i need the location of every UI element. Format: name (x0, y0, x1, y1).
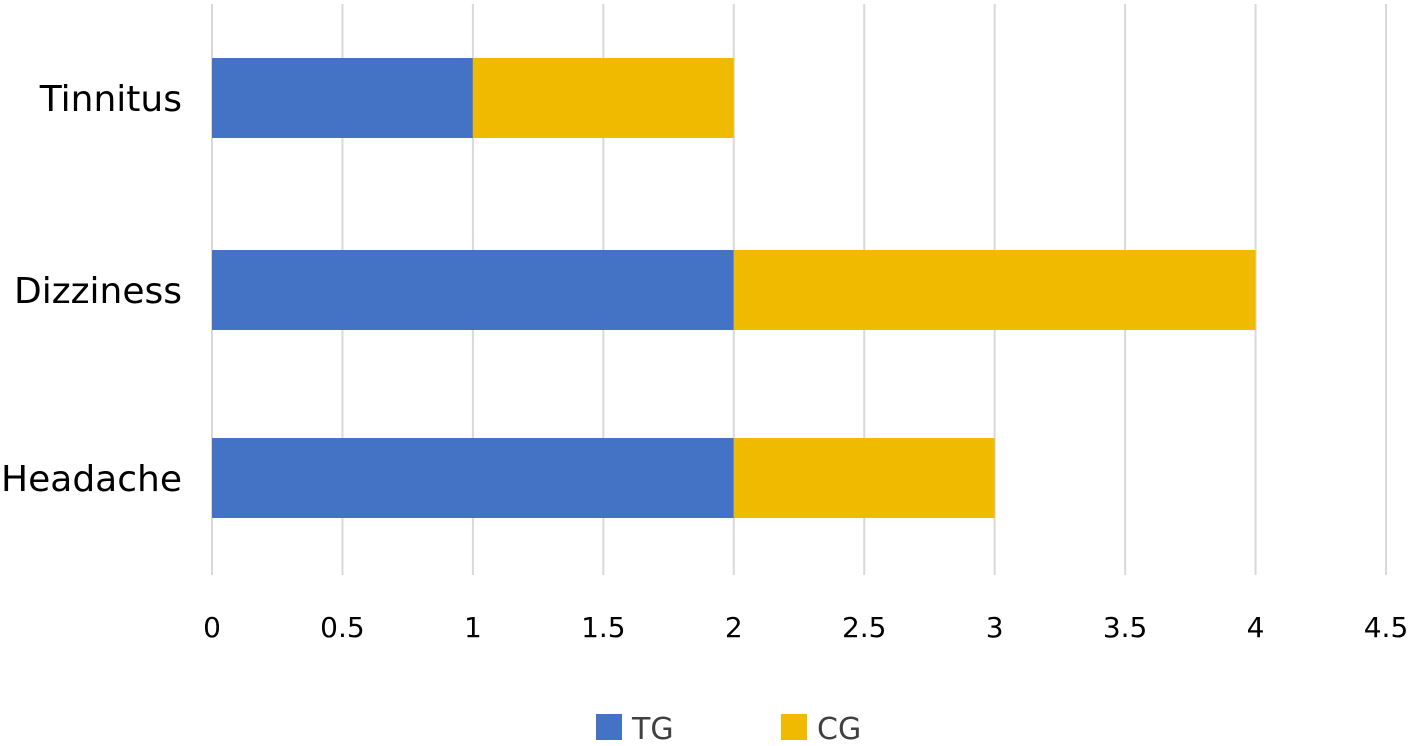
bars (212, 58, 1256, 518)
category-label-tinnitus: Tinnitus (39, 79, 182, 120)
bar-tg-headache (212, 438, 734, 518)
x-tick-label: 1.5 (581, 611, 626, 644)
x-tick-label: 0 (203, 611, 221, 644)
bar-cg-tinnitus (472, 58, 734, 138)
x-tick-label: 2 (725, 611, 743, 644)
x-tick-label: 0.5 (320, 611, 365, 644)
category-label-dizziness: Dizziness (14, 271, 182, 312)
x-tick-label: 3 (986, 611, 1004, 644)
category-labels: Headache Dizziness Tinnitus (1, 79, 182, 500)
legend: TG CG (596, 712, 861, 746)
category-label-headache: Headache (1, 459, 182, 500)
bar-cg-headache (733, 438, 995, 518)
x-tick-label: 1 (464, 611, 482, 644)
x-tick-label: 4.5 (1364, 611, 1409, 644)
legend-swatch-cg (781, 714, 807, 740)
legend-label-cg: CG (817, 712, 861, 746)
legend-label-tg: TG (631, 712, 674, 746)
x-tick-label: 4 (1247, 611, 1265, 644)
x-tick-label: 2.5 (842, 611, 887, 644)
x-tick-label: 3.5 (1103, 611, 1148, 644)
legend-swatch-tg (596, 714, 622, 740)
bar-cg-dizziness (733, 250, 1256, 330)
bar-tg-dizziness (212, 250, 734, 330)
x-tick-labels: 0 0.5 1 1.5 2 2.5 3 3.5 4 4.5 (203, 611, 1408, 644)
bar-tg-tinnitus (212, 58, 473, 138)
